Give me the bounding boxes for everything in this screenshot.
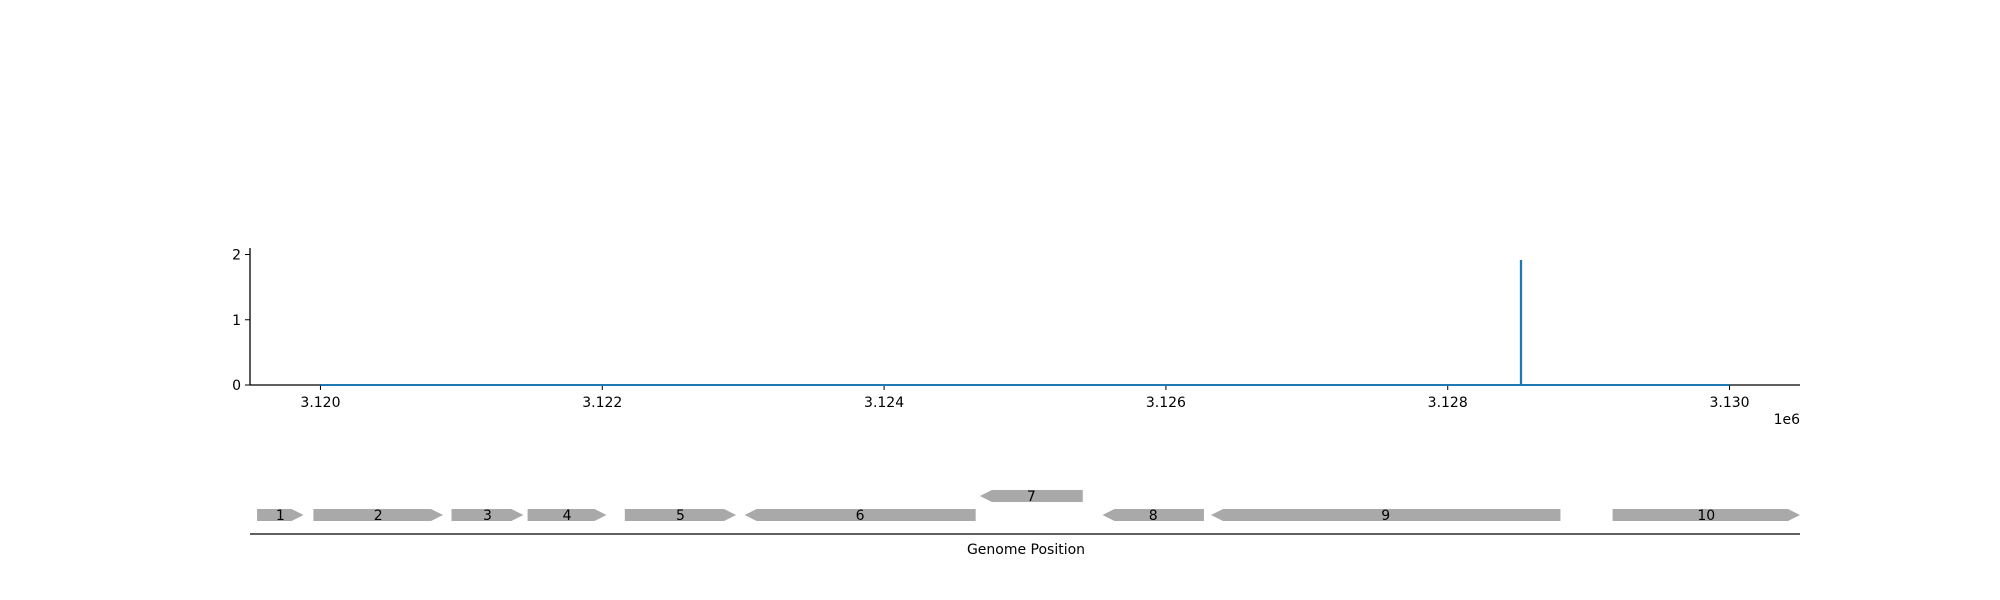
x-tick-label: 3.122: [582, 395, 622, 411]
coverage-plot: 3.120 3.122 3.124 3.126 3.128 3.130 0 1 2 1e6: [232, 248, 1800, 428]
x-axis-offset-label: 1e6: [1774, 412, 1801, 428]
gene-label-6: 6: [856, 508, 865, 524]
genes-layer: 1 2 3 4 5 6 7 8 9 10: [257, 489, 1800, 524]
y-axis-ticks: 0 1 2: [232, 248, 250, 394]
coverage-series-line: [320, 260, 1730, 386]
y-tick-label: 2: [232, 248, 241, 264]
x-axis-ticks: 3.120 3.122 3.124 3.126 3.128 3.130: [300, 385, 1750, 411]
gene-label-4: 4: [563, 508, 572, 524]
x-tick-label: 3.130: [1709, 395, 1749, 411]
gene-label-8: 8: [1149, 508, 1158, 524]
gene-arrow-1: [257, 509, 304, 521]
genome-position-label: Genome Position: [967, 542, 1085, 558]
series-layer: [320, 260, 1730, 386]
gene-label-3: 3: [483, 508, 492, 524]
gene-label-9: 9: [1381, 508, 1390, 524]
gene-arrow-9: [1211, 509, 1561, 521]
gene-arrow-7: [979, 490, 1083, 502]
x-tick-label: 3.124: [864, 395, 904, 411]
gene-track: 1 2 3 4 5 6 7 8 9 10 Genome Position: [250, 489, 1800, 558]
gene-label-1: 1: [276, 508, 285, 524]
gene-arrow-8: [1102, 509, 1204, 521]
gene-label-7: 7: [1027, 489, 1036, 505]
y-tick-label: 0: [232, 378, 241, 394]
x-tick-label: 3.120: [300, 395, 340, 411]
gene-arrow-6: [744, 509, 976, 521]
gene-arrow-2: [313, 509, 444, 521]
gene-arrow-3: [451, 509, 524, 521]
x-tick-label: 3.128: [1428, 395, 1468, 411]
gene-label-5: 5: [676, 508, 685, 524]
gene-arrow-10: [1612, 509, 1800, 521]
x-tick-label: 3.126: [1146, 395, 1186, 411]
gene-label-10: 10: [1697, 508, 1715, 524]
y-tick-label: 1: [232, 313, 241, 329]
gene-label-2: 2: [374, 508, 383, 524]
gene-arrow-5: [624, 509, 737, 521]
gene-arrow-4: [527, 509, 607, 521]
